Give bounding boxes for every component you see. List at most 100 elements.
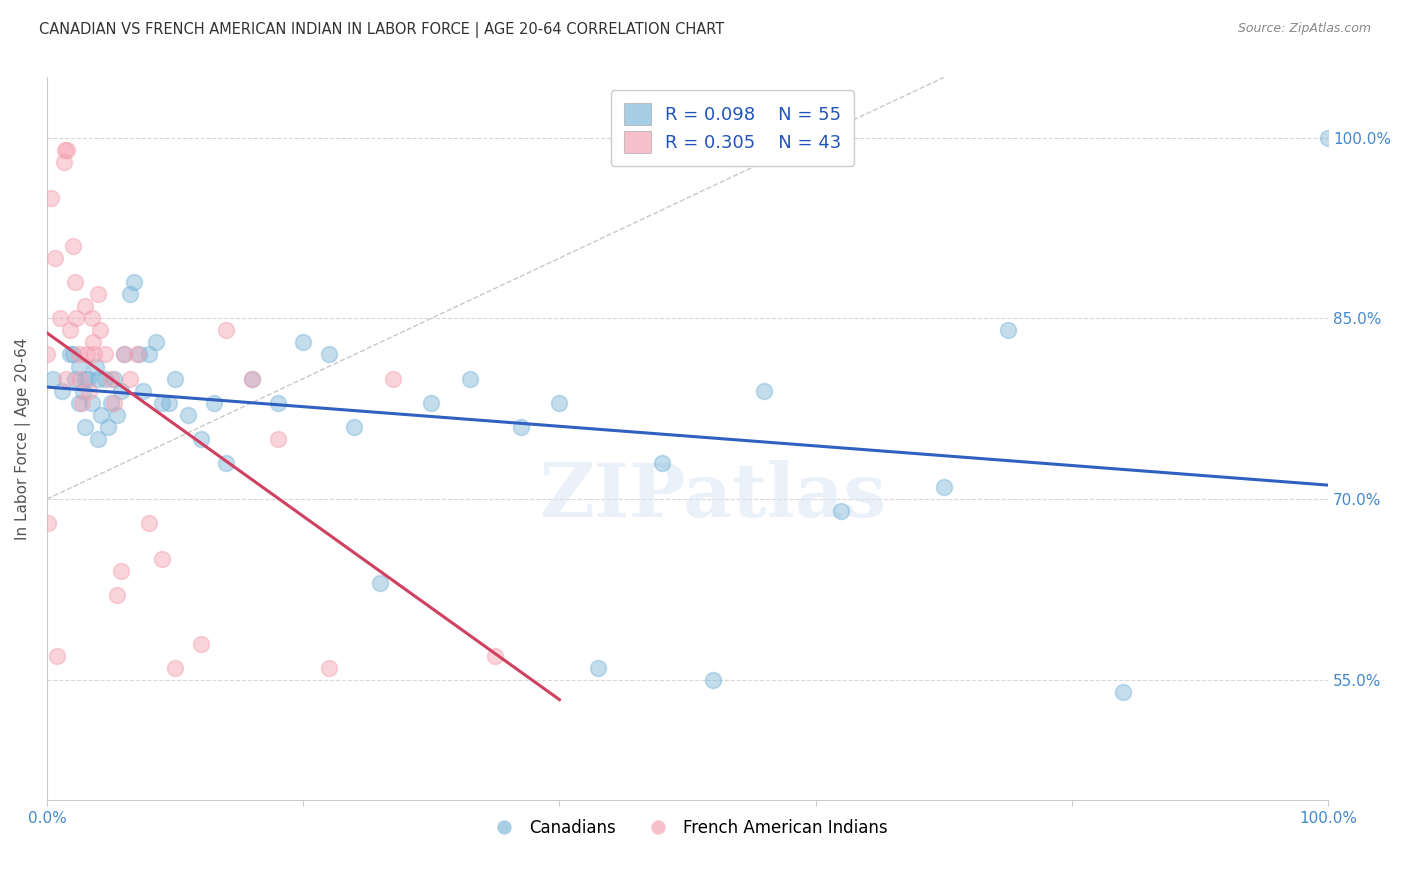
Point: [67, 359, 90, 374]
Point: [76, 347, 98, 361]
Point: [754, 384, 776, 398]
Point: [80, 311, 103, 326]
Point: [75, 299, 97, 313]
Text: Source: ZipAtlas.com: Source: ZipAtlas.com: [1237, 22, 1371, 36]
Point: [100, 371, 122, 385]
Point: [702, 673, 724, 687]
Point: [63, 371, 86, 385]
Point: [110, 565, 132, 579]
Point: [190, 432, 212, 446]
Point: [42, 371, 65, 385]
Point: [55, 371, 77, 385]
Point: [44, 251, 66, 265]
Point: [62, 347, 84, 361]
Point: [46, 648, 69, 663]
Point: [122, 275, 145, 289]
Point: [128, 347, 150, 361]
Y-axis label: In Labor Force | Age 20-64: In Labor Force | Age 20-64: [15, 338, 31, 540]
Point: [484, 648, 506, 663]
Point: [997, 323, 1019, 337]
Legend: Canadians, French American Indians: Canadians, French American Indians: [481, 813, 894, 844]
Point: [59, 347, 82, 361]
Point: [420, 395, 443, 409]
Point: [87, 371, 110, 385]
Point: [52, 154, 75, 169]
Point: [82, 335, 104, 350]
Point: [107, 408, 129, 422]
Point: [1317, 130, 1340, 145]
Point: [381, 371, 404, 385]
Point: [53, 143, 76, 157]
Point: [651, 456, 673, 470]
Point: [87, 432, 110, 446]
Point: [37, 516, 59, 530]
Point: [100, 395, 122, 409]
Point: [39, 191, 62, 205]
Point: [70, 395, 93, 409]
Point: [177, 408, 200, 422]
Point: [77, 384, 100, 398]
Point: [97, 419, 120, 434]
Point: [107, 589, 129, 603]
Point: [80, 395, 103, 409]
Point: [368, 576, 391, 591]
Point: [120, 287, 142, 301]
Point: [318, 347, 340, 361]
Point: [77, 371, 100, 385]
Point: [110, 384, 132, 398]
Point: [63, 275, 86, 289]
Point: [65, 311, 87, 326]
Point: [830, 504, 852, 518]
Text: ZIPatlas: ZIPatlas: [540, 460, 887, 533]
Point: [165, 371, 187, 385]
Point: [112, 347, 135, 361]
Point: [292, 335, 315, 350]
Point: [266, 432, 288, 446]
Point: [1112, 685, 1135, 699]
Point: [59, 323, 82, 337]
Point: [240, 371, 263, 385]
Point: [83, 347, 105, 361]
Point: [548, 395, 571, 409]
Point: [35, 347, 58, 361]
Point: [112, 347, 135, 361]
Point: [190, 637, 212, 651]
Point: [138, 347, 160, 361]
Point: [125, 347, 148, 361]
Point: [215, 456, 238, 470]
Text: CANADIAN VS FRENCH AMERICAN INDIAN IN LABOR FORCE | AGE 20-64 CORRELATION CHART: CANADIAN VS FRENCH AMERICAN INDIAN IN LA…: [39, 22, 724, 38]
Point: [120, 371, 142, 385]
Point: [343, 419, 366, 434]
Point: [90, 408, 112, 422]
Point: [932, 480, 955, 494]
Point: [318, 661, 340, 675]
Point: [145, 335, 167, 350]
Point: [157, 395, 180, 409]
Point: [240, 371, 263, 385]
Point: [93, 347, 115, 361]
Point: [87, 287, 110, 301]
Point: [84, 359, 107, 374]
Point: [75, 419, 97, 434]
Point: [69, 371, 91, 385]
Point: [215, 323, 238, 337]
Point: [103, 395, 125, 409]
Point: [89, 323, 111, 337]
Point: [93, 371, 115, 385]
Point: [67, 395, 90, 409]
Point: [72, 384, 94, 398]
Point: [67, 347, 90, 361]
Point: [51, 384, 73, 398]
Point: [138, 516, 160, 530]
Point: [266, 395, 288, 409]
Point: [75, 371, 97, 385]
Point: [103, 371, 125, 385]
Point: [165, 661, 187, 675]
Point: [56, 143, 79, 157]
Point: [150, 395, 173, 409]
Point: [49, 311, 72, 326]
Point: [458, 371, 481, 385]
Point: [150, 552, 173, 566]
Point: [202, 395, 225, 409]
Point: [62, 239, 84, 253]
